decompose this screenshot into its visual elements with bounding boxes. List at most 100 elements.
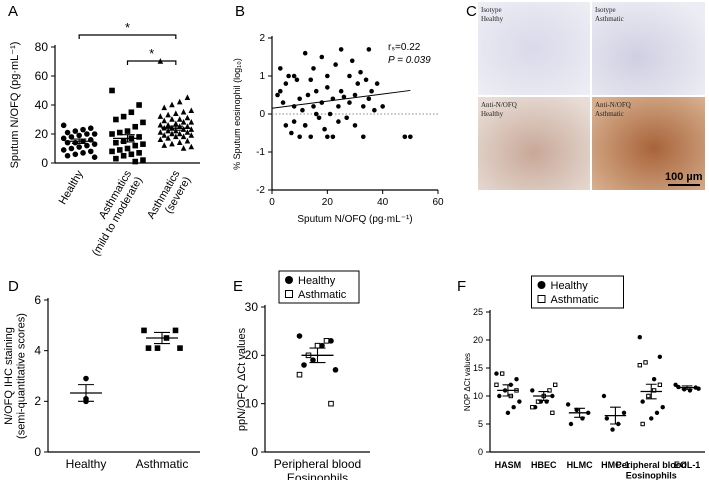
point — [109, 87, 115, 94]
point — [173, 133, 179, 140]
point — [313, 111, 319, 117]
point — [161, 104, 168, 111]
x-tick-label: HLMC — [567, 460, 593, 470]
point — [169, 140, 175, 147]
point — [322, 126, 327, 132]
error-bar — [154, 331, 170, 345]
point — [76, 144, 82, 150]
y-tick-label: 2 — [34, 394, 41, 408]
point — [336, 104, 341, 109]
point — [124, 128, 131, 134]
point — [113, 155, 119, 162]
point — [91, 131, 98, 137]
point — [188, 143, 195, 150]
point — [169, 101, 175, 108]
point — [336, 119, 341, 124]
point — [311, 66, 316, 71]
point — [568, 421, 574, 427]
point — [366, 96, 372, 102]
point — [76, 132, 82, 139]
tile-label: Asthmatic — [595, 110, 624, 118]
point — [176, 116, 183, 122]
point — [169, 116, 175, 122]
point — [180, 108, 187, 115]
legend-swatch — [285, 290, 293, 298]
error-bar — [71, 138, 87, 144]
point — [145, 345, 152, 351]
error-bar — [610, 406, 621, 425]
error-bar — [168, 125, 184, 131]
point — [176, 98, 183, 105]
point — [643, 360, 648, 365]
point — [278, 66, 283, 71]
point — [565, 402, 571, 407]
point — [136, 134, 142, 140]
point — [173, 110, 179, 116]
y-tick-label: 2 — [259, 33, 265, 44]
x-tick-label: 0 — [269, 197, 275, 208]
y-tick-label: 5 — [478, 419, 483, 429]
point — [408, 134, 413, 140]
point — [68, 134, 75, 140]
point — [128, 109, 135, 116]
point — [113, 116, 119, 123]
y-tick-label: 0 — [478, 447, 483, 457]
point — [296, 333, 303, 339]
point — [302, 50, 308, 56]
point — [294, 77, 300, 83]
x-tick-label: EOL-1 — [674, 460, 701, 470]
point — [604, 416, 610, 421]
y-tick-label: 40 — [35, 98, 49, 112]
point — [278, 88, 283, 94]
point — [157, 136, 164, 143]
point — [402, 134, 408, 140]
point — [344, 115, 350, 121]
y-tick-label: 0 — [41, 156, 48, 170]
micrograph — [592, 97, 705, 190]
point — [173, 120, 179, 127]
error-bar — [78, 384, 94, 402]
text-line: Eosinophils — [626, 470, 677, 480]
point — [165, 134, 171, 141]
point — [169, 130, 175, 137]
point — [289, 130, 294, 136]
point — [296, 371, 303, 378]
fit-line — [271, 89, 411, 109]
text-line: N/OFQ IHC staining — [3, 327, 15, 425]
point — [637, 363, 642, 368]
point — [319, 54, 325, 60]
point — [338, 88, 344, 94]
point — [300, 107, 305, 113]
point — [140, 119, 146, 126]
point — [84, 142, 90, 149]
point — [120, 138, 127, 145]
point — [80, 126, 86, 133]
panel-label: D — [8, 278, 19, 295]
point — [649, 416, 654, 421]
y-axis-label: N/OFQ IHC staining(semi-quantitative sco… — [3, 313, 28, 439]
panel-label: F — [457, 278, 466, 295]
legend-swatch — [285, 290, 293, 298]
point — [291, 119, 297, 124]
legend-swatch — [537, 281, 546, 289]
tile-label: Anti-N/OFQ — [481, 101, 517, 109]
point — [657, 382, 663, 388]
point — [140, 157, 146, 163]
point — [361, 104, 366, 109]
micrograph-panel: Isotype Healthy Isotype Asthmatic Anti-N… — [478, 2, 705, 190]
point — [374, 81, 380, 86]
x-tick-label: Peripheral blood Eosinophils — [274, 457, 361, 480]
point — [319, 342, 325, 349]
point — [161, 117, 168, 124]
y-tick-label: 15 — [473, 363, 483, 373]
point — [180, 133, 187, 140]
point — [297, 96, 302, 102]
point — [188, 126, 195, 132]
significance-label: * — [149, 46, 154, 61]
legend-label: Healthy — [551, 280, 589, 292]
error-bar — [502, 384, 514, 397]
point — [325, 134, 330, 140]
annotation: rₛ=0.22 — [388, 42, 421, 53]
x-tick-label: 20 — [322, 197, 334, 208]
point — [319, 100, 325, 105]
